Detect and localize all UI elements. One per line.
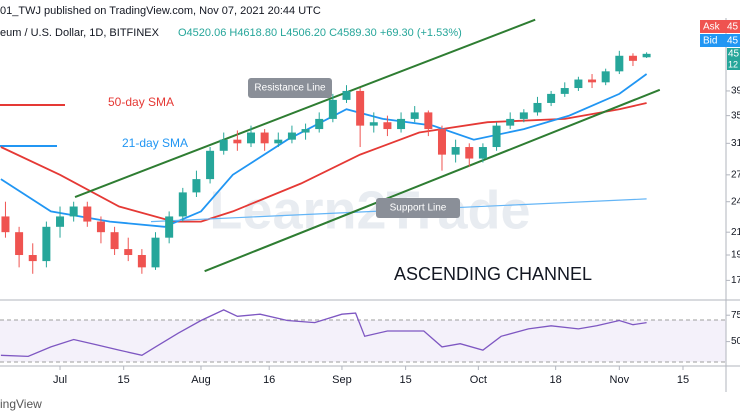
candle-body xyxy=(83,206,92,222)
countdown: 12 xyxy=(728,59,738,69)
candle-body xyxy=(328,99,337,119)
x-tick-label: Sep xyxy=(332,374,352,386)
channel-annotation: ASCENDING CHANNEL xyxy=(394,264,592,284)
y-tick-label: 27 xyxy=(731,169,740,180)
y-tick-label: 24 xyxy=(731,196,740,207)
candle-body xyxy=(369,122,378,126)
candle-body xyxy=(165,216,174,238)
candle-body xyxy=(110,232,119,250)
trendline-label: Support Line xyxy=(390,203,447,214)
ohlc-line: O4520.06 H4618.80 L4506.20 C4589.30 +69.… xyxy=(178,27,462,39)
y-tick-label: 31 xyxy=(731,138,740,149)
candle-body xyxy=(206,150,215,180)
candle-body xyxy=(465,147,474,159)
x-tick-label: 15 xyxy=(399,374,411,386)
last-price-box xyxy=(727,48,740,70)
candle-body xyxy=(233,139,242,144)
sma-50-label: 50-day SMA xyxy=(108,95,174,109)
candle-body xyxy=(397,118,406,130)
x-tick-label: 16 xyxy=(263,374,275,386)
candle-body xyxy=(96,221,105,233)
candle-body xyxy=(437,129,446,155)
candle-body xyxy=(137,255,146,268)
candle-body xyxy=(601,71,610,83)
rsi-line xyxy=(0,309,647,358)
candle-body xyxy=(410,112,419,119)
trendline xyxy=(204,88,661,273)
y-tick-label: 35 xyxy=(731,110,740,121)
sma-21-label: 21-day SMA xyxy=(122,136,188,150)
watermark: Learn2Trade xyxy=(209,180,530,240)
candle-body xyxy=(287,132,296,140)
footer-logo: ingView xyxy=(0,397,42,411)
trendline-label-box xyxy=(376,198,460,218)
candle-body xyxy=(628,55,637,61)
ask-label: Ask xyxy=(703,22,721,33)
candle-body xyxy=(192,179,201,193)
x-tick-label: 15 xyxy=(118,374,130,386)
candle-body xyxy=(356,90,365,126)
x-tick-label: Aug xyxy=(191,374,211,386)
y-tick-label: 19 xyxy=(731,250,740,261)
y-tick-label: 17 xyxy=(731,275,740,286)
trendline xyxy=(74,18,536,198)
candle-body xyxy=(342,90,351,100)
candle-body xyxy=(451,147,460,155)
rsi-band xyxy=(0,320,726,362)
candle-body xyxy=(151,237,160,268)
y-tick-label: 39 xyxy=(731,86,740,97)
candle-body xyxy=(301,129,310,133)
candle-body xyxy=(560,88,569,94)
candle-body xyxy=(42,226,51,262)
candle-body xyxy=(315,118,324,130)
ask-box xyxy=(700,20,740,33)
x-tick-label: Nov xyxy=(610,374,630,386)
moving-average xyxy=(0,102,647,223)
bid-price: 45 xyxy=(727,36,739,47)
candle-body xyxy=(69,206,78,217)
y-tick-label: 75 xyxy=(731,310,740,321)
symbol-line: eum / U.S. Dollar, 1D, BITFINEX xyxy=(0,27,160,39)
last-price: 45 xyxy=(728,49,740,60)
bid-box xyxy=(700,34,740,47)
candle-body xyxy=(247,132,256,144)
candle-body xyxy=(574,79,583,89)
x-tick-label: 18 xyxy=(550,374,562,386)
candle-body xyxy=(424,112,433,130)
candle-body xyxy=(15,232,24,256)
candle-body xyxy=(506,118,515,126)
candle-body xyxy=(1,216,10,233)
candle-body xyxy=(519,112,528,119)
x-tick-label: Oct xyxy=(470,374,487,386)
candle-body xyxy=(219,139,228,151)
candle-body xyxy=(492,125,501,148)
candle-body xyxy=(274,139,283,144)
candle-body xyxy=(478,147,487,159)
candle-body xyxy=(547,93,556,103)
y-tick-label: 21 xyxy=(731,227,740,238)
candle-body xyxy=(533,102,542,113)
candle-body xyxy=(642,53,651,58)
bid-label: Bid xyxy=(703,36,717,47)
x-tick-label: 15 xyxy=(677,374,689,386)
candle-body xyxy=(28,255,37,262)
candle-body xyxy=(124,249,133,256)
ask-price: 45 xyxy=(727,22,739,33)
candle-body xyxy=(615,55,624,72)
candle-body xyxy=(260,132,269,144)
candle-body xyxy=(383,122,392,130)
trendline-label-box xyxy=(248,78,332,98)
moving-average xyxy=(0,73,648,228)
candle-body xyxy=(56,216,65,227)
candle-body xyxy=(588,79,597,83)
trendline-label: Resistance Line xyxy=(254,83,326,94)
candle-body xyxy=(178,192,187,217)
publisher-line: 01_TWJ published on TradingView.com, Nov… xyxy=(0,5,321,17)
x-tick-label: Jul xyxy=(53,374,67,386)
y-tick-label: 50 xyxy=(731,336,740,347)
